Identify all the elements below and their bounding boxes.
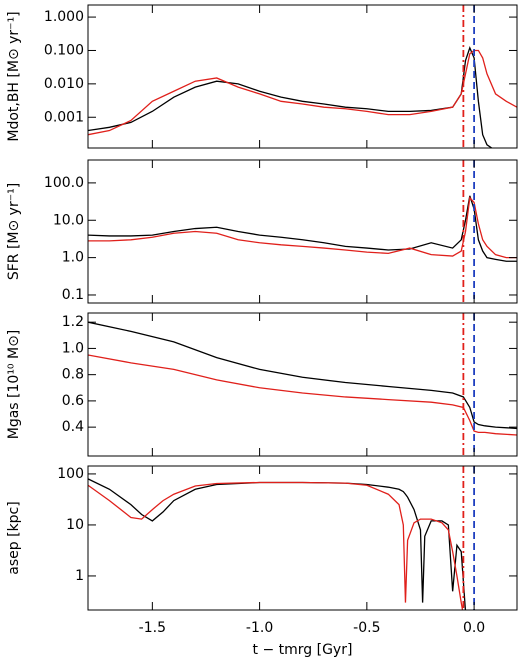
series-line [88,478,467,610]
y-tick-label: 1.000 [44,9,84,25]
y-tick-label: 10.0 [53,212,84,228]
y-tick-label: 0.100 [44,42,84,58]
y-tick-label: 0.001 [44,109,84,125]
y-tick-label: 1.2 [62,314,84,330]
frame [87,159,518,304]
series-line [88,196,517,259]
x-tick-label: 0.0 [463,620,485,636]
x-tick-label: -0.5 [353,620,380,636]
plot-area [88,466,476,610]
series-line [88,321,517,430]
y-tick-label: 100 [57,466,84,482]
series-line [88,354,517,436]
y-axis-label: asep [kpc] [6,501,22,574]
plot-area [88,313,517,456]
x-tick-label: -1.5 [139,620,166,636]
y-tick-label: 100.0 [44,175,84,191]
series-line [88,195,517,262]
y-axis-label: Mgas [10¹⁰ M⊙] [6,330,22,440]
frame [87,312,518,457]
y-tick-label: 1.0 [62,250,84,266]
y-axis-label: SFR [M⊙ yr⁻¹] [6,183,22,280]
y-tick-label: 1 [75,568,84,584]
y-tick-label: 0.8 [62,367,84,383]
frame [87,4,518,149]
y-tick-label: 0.6 [62,393,84,409]
x-tick-label: -1.0 [246,620,273,636]
y-tick-label: 1.0 [62,340,84,356]
series-line [88,481,464,610]
y-tick-label: 0.010 [44,76,84,92]
y-axis-label: Mdot,BH [M⊙ yr⁻¹] [6,11,22,141]
series-line [88,46,493,148]
y-tick-label: 10 [66,517,84,533]
series-line [88,49,517,136]
plot-area [88,160,517,303]
y-tick-label: 0.4 [62,419,84,435]
x-axis-label: t − tmrg [Gyr] [253,642,353,658]
frame [87,465,518,611]
plot-area [88,5,517,148]
y-tick-label: 0.1 [62,287,84,303]
